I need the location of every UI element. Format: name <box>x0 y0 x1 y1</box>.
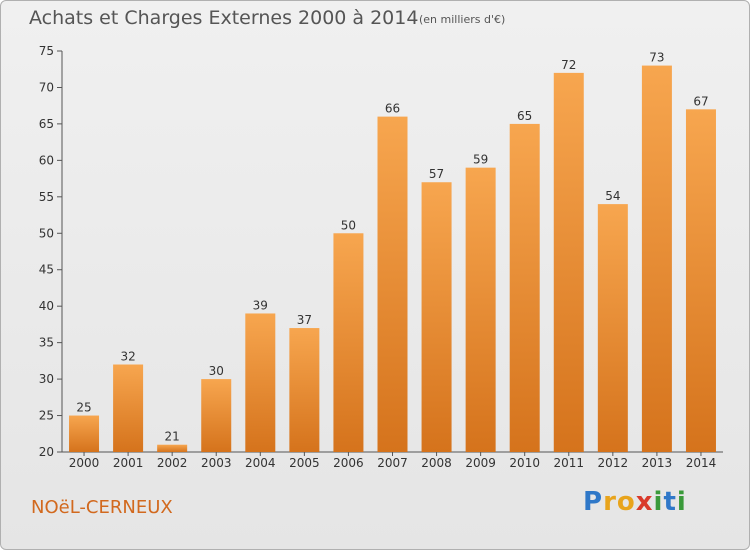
bar-2000 <box>69 415 100 452</box>
bar-2002 <box>157 444 188 452</box>
logo-letter: x <box>635 487 654 517</box>
x-tick-label: 2008 <box>421 456 452 470</box>
commune-name: NOëL-CERNEUX <box>31 497 173 518</box>
x-tick-label: 2009 <box>465 456 496 470</box>
x-tick-label: 2000 <box>69 456 100 470</box>
x-tick-label: 2002 <box>157 456 188 470</box>
data-label-2007: 66 <box>385 102 400 116</box>
bar-2010 <box>509 123 540 452</box>
bar-2005 <box>289 328 320 452</box>
y-tick-label: 55 <box>39 190 54 204</box>
x-tick-label: 2007 <box>377 456 408 470</box>
chart-subtitle: (en milliers d'€) <box>419 13 506 26</box>
data-label-2012: 54 <box>605 189 620 203</box>
data-label-2008: 57 <box>429 167 444 181</box>
bar-2013 <box>641 65 672 452</box>
bar-2008 <box>421 182 452 452</box>
logo-letter: o <box>616 487 636 517</box>
bar-2009 <box>465 167 496 452</box>
x-tick-label: 2014 <box>686 456 717 470</box>
y-tick-label: 20 <box>39 445 54 459</box>
data-label-2011: 72 <box>561 58 576 72</box>
x-tick-label: 2003 <box>201 456 232 470</box>
x-tick-label: 2005 <box>289 456 320 470</box>
data-label-2003: 30 <box>209 364 224 378</box>
logo-letter: r <box>603 487 617 517</box>
logo-letter: t <box>663 487 677 517</box>
bar-2011 <box>553 72 584 452</box>
y-tick-label: 60 <box>39 153 54 167</box>
y-tick-label: 50 <box>39 226 54 240</box>
y-tick-label: 65 <box>39 117 54 131</box>
bars <box>69 65 716 453</box>
x-tick-label: 2001 <box>113 456 144 470</box>
data-label-2004: 39 <box>253 298 268 312</box>
y-tick-label: 70 <box>39 80 54 94</box>
bar-2004 <box>245 313 276 452</box>
y-tick-label: 30 <box>39 372 54 386</box>
data-label-2014: 67 <box>693 94 708 108</box>
logo-letter: P <box>583 487 604 517</box>
bar-2006 <box>333 233 364 452</box>
bar-2001 <box>113 364 144 452</box>
data-label-2002: 21 <box>165 430 180 444</box>
x-tick-label: 2011 <box>553 456 584 470</box>
bar-2003 <box>201 379 232 452</box>
bar-2012 <box>597 204 628 452</box>
bar-2007 <box>377 116 408 453</box>
y-tick-label: 75 <box>39 44 54 58</box>
x-tick-label: 2010 <box>509 456 540 470</box>
data-label-2001: 32 <box>120 350 135 364</box>
data-label-2006: 50 <box>341 218 356 232</box>
x-tick-label: 2013 <box>642 456 673 470</box>
x-tick-label: 2006 <box>333 456 364 470</box>
y-tick-label: 25 <box>39 409 54 423</box>
y-tick-label: 45 <box>39 263 54 277</box>
proxiti-logo: Proxiti <box>583 487 687 517</box>
y-tick-label: 40 <box>39 299 54 313</box>
logo-letter: i <box>653 487 664 517</box>
data-label-2009: 59 <box>473 153 488 167</box>
y-tick-label: 35 <box>39 336 54 350</box>
logo-letter: i <box>676 487 687 517</box>
data-labels: 25 32 21 30 39 37 50 66 57 59 65 72 54 73 67 <box>76 51 708 444</box>
data-label-2010: 65 <box>517 109 532 123</box>
chart-title: Achats et Charges Externes 2000 à 2014 <box>29 7 419 29</box>
x-tick-label: 2012 <box>598 456 629 470</box>
data-label-2000: 25 <box>76 401 91 415</box>
bar-2014 <box>685 109 716 452</box>
x-tick-label: 2004 <box>245 456 276 470</box>
data-label-2005: 37 <box>297 313 312 327</box>
data-label-2013: 73 <box>649 51 664 65</box>
